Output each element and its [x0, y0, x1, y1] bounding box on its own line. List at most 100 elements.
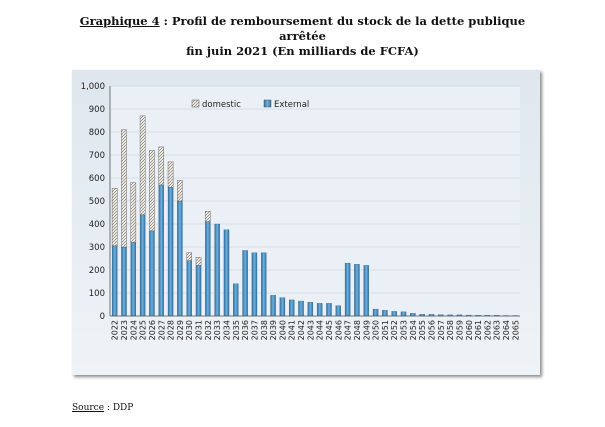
- bar-external-2044: [316, 303, 323, 317]
- x-tick-label: 2060: [465, 320, 474, 340]
- bar-external-2040: [279, 297, 286, 317]
- x-tick-label: 2061: [474, 320, 483, 340]
- bar-external-2052: [391, 311, 397, 317]
- bar-external-2048: [354, 264, 360, 317]
- x-tick-label: 2041: [288, 320, 297, 340]
- x-tick-label: 2039: [269, 320, 278, 340]
- source-text: : DDP: [104, 403, 134, 413]
- x-tick-label: 2056: [427, 320, 436, 340]
- x-tick-label: 2044: [316, 320, 325, 340]
- bar-external-2046: [335, 305, 342, 317]
- x-tick-label: 2045: [325, 320, 334, 340]
- x-tick-label: 2046: [334, 320, 343, 340]
- x-tick-label: 2030: [185, 320, 194, 340]
- bar-external-2026: [149, 230, 155, 317]
- bar-external-2050: [372, 308, 379, 317]
- x-tick-label: 2040: [278, 320, 287, 340]
- source-note: Source : DDP: [72, 403, 133, 413]
- bar-external-2035: [233, 283, 239, 317]
- legend: domestic External: [191, 99, 309, 110]
- x-tick-label: 2036: [241, 320, 250, 340]
- x-tick-label: 2043: [306, 320, 315, 340]
- heading-text-line1: : Profil de remboursement du stock de la…: [159, 14, 526, 43]
- x-tick-label: 2053: [400, 320, 409, 340]
- bar-external-2043: [307, 302, 314, 317]
- x-tick-label: 2037: [250, 320, 259, 340]
- x-tick-label: 2057: [437, 320, 446, 340]
- blue-swatch-icon: [263, 99, 272, 108]
- bar-external-2049: [363, 265, 369, 317]
- y-tick-label: 800: [89, 128, 105, 138]
- x-tick-label: 2047: [344, 320, 353, 340]
- bar-external-2030: [186, 260, 192, 317]
- x-tick-label: 2055: [418, 320, 427, 340]
- x-tick-label: 2052: [390, 320, 399, 340]
- bar-external-2041: [288, 299, 295, 317]
- x-tick-label: 2059: [455, 320, 464, 340]
- x-tick-label: 2065: [511, 320, 520, 340]
- x-tick-label: 2033: [213, 320, 222, 340]
- bar-external-2037: [251, 252, 258, 317]
- bar-domestic-2028: [167, 161, 174, 188]
- x-tick-label: 2038: [260, 320, 269, 340]
- bar-external-2024: [130, 242, 137, 317]
- hatched-swatch-icon: [191, 99, 200, 108]
- y-tick-label: 700: [89, 151, 105, 161]
- x-tick-label: 2062: [483, 320, 492, 340]
- bar-external-2034: [223, 229, 230, 317]
- x-tick-label: 2035: [232, 320, 241, 340]
- bar-external-2031: [195, 265, 202, 317]
- legend-label: External: [274, 100, 309, 110]
- bar-external-2027: [158, 184, 164, 317]
- bar-external-2042: [298, 300, 304, 317]
- x-tick-label: 2064: [502, 320, 511, 340]
- y-axis: 0 100 200 300 400 500 600 700 800 900 1,000: [81, 82, 111, 322]
- bar-external-2039: [270, 295, 276, 317]
- bar-external-2045: [326, 303, 332, 317]
- y-tick-label: 1,000: [81, 82, 105, 92]
- bar-domestic-2030: [186, 252, 192, 262]
- x-tick-label: 2051: [381, 320, 390, 340]
- x-axis: 2022 2023 2024 2025 2026 2027 2028 2029 2030 2031…: [110, 315, 520, 340]
- heading-text-line2: fin juin 2021 (En milliards de FCFA): [186, 44, 419, 58]
- bar-external-2023: [121, 246, 127, 317]
- bar-external-2054: [410, 313, 416, 317]
- x-tick-label: 2022: [111, 320, 120, 340]
- bar-external-2053: [400, 311, 407, 317]
- y-tick-label: 500: [89, 197, 105, 207]
- bar-domestic-2032: [205, 211, 211, 222]
- y-tick-label: 100: [89, 289, 105, 299]
- source-label: Source: [72, 403, 105, 413]
- bar-external-2032: [205, 221, 211, 317]
- x-tick-label: 2049: [362, 320, 371, 340]
- x-tick-label: 2024: [129, 320, 138, 340]
- x-tick-label: 2023: [120, 320, 129, 340]
- x-tick-label: 2034: [222, 320, 231, 340]
- bar-domestic-2031: [195, 257, 202, 266]
- x-tick-label: 2027: [157, 320, 166, 340]
- x-tick-label: 2025: [139, 320, 148, 340]
- bar-external-2036: [242, 250, 248, 317]
- chart-heading: Graphique 4 : Profil de remboursement du…: [60, 14, 545, 59]
- x-tick-label: 2054: [409, 320, 418, 340]
- x-tick-label: 2031: [195, 320, 204, 340]
- heading-label: Graphique 4: [79, 14, 160, 28]
- bar-domestic-2026: [149, 150, 155, 232]
- bar-domestic-2025: [139, 115, 146, 216]
- bar-domestic-2029: [177, 180, 183, 202]
- bar-external-2051: [382, 310, 388, 317]
- x-tick-label: 2029: [176, 320, 185, 340]
- x-tick-label: 2058: [446, 320, 455, 340]
- x-tick-label: 2026: [148, 320, 157, 340]
- bar-external-2047: [344, 262, 351, 317]
- y-tick-label: 600: [89, 174, 105, 184]
- bar-external-2033: [214, 223, 220, 317]
- bar-external-2025: [139, 214, 146, 317]
- bar-domestic-2023: [121, 129, 127, 248]
- x-tick-label: 2028: [167, 320, 176, 340]
- bar-external-2029: [177, 200, 183, 317]
- x-tick-label: 2050: [372, 320, 381, 340]
- legend-label: domestic: [202, 100, 241, 110]
- x-tick-label: 2048: [353, 320, 362, 340]
